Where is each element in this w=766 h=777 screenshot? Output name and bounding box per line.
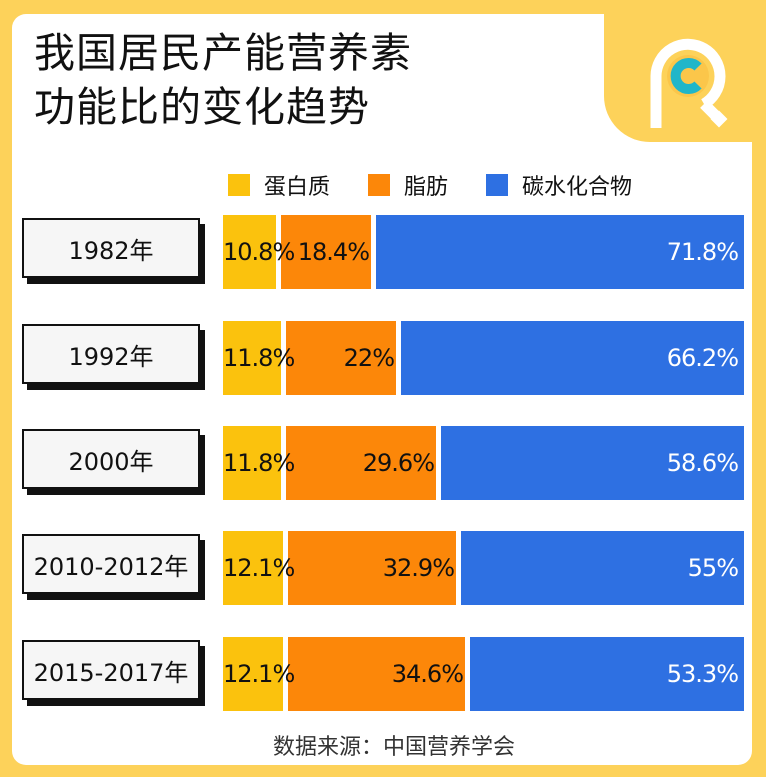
chart-row-2010-2012: 2010-2012年 12.1% 32.9% 55% (0, 531, 766, 605)
chart-row-1992: 1992年 11.8% 22% 66.2% (0, 321, 766, 395)
chart-row-2000: 2000年 11.8% 29.6% 58.6% (0, 426, 766, 500)
title-line-2: 功能比的变化趋势 (34, 83, 370, 131)
fat-swatch-icon (368, 174, 391, 196)
legend-label: 脂肪 (404, 175, 449, 200)
bar-segment-protein: 11.8% (223, 321, 295, 395)
year-label: 1982年 (22, 218, 200, 278)
legend-item-carb: 碳水化合物 (486, 169, 632, 201)
bar-segment-protein: 12.1% (223, 637, 295, 711)
stacked-bar: 10.8% 18.4% 71.8% (223, 215, 744, 289)
stacked-bar: 12.1% 34.6% 53.3% (223, 637, 744, 711)
carb-swatch-icon (486, 174, 509, 196)
stacked-bar: 11.8% 22% 66.2% (223, 321, 744, 395)
bar-segment-protein: 11.8% (223, 426, 295, 500)
year-label: 2010-2012年 (22, 534, 200, 594)
bar-segment-fat: 34.6% (288, 637, 465, 711)
bar-segment-fat: 32.9% (288, 531, 456, 605)
stacked-bar: 12.1% 32.9% 55% (223, 531, 744, 605)
title-line-1: 我国居民产能营养素 (34, 29, 412, 77)
bar-segment-carb: 55% (461, 531, 744, 605)
bar-segment-fat: 18.4% (281, 215, 371, 289)
bar-segment-protein: 10.8% (223, 215, 295, 289)
bar-segment-carb: 58.6% (441, 426, 744, 500)
chart-row-2015-2017: 2015-2017年 12.1% 34.6% 53.3% (0, 637, 766, 711)
legend-label: 蛋白质 (264, 175, 331, 200)
protein-swatch-icon (228, 174, 250, 196)
year-label: 1992年 (22, 324, 200, 384)
bar-segment-carb: 66.2% (401, 321, 744, 395)
year-label: 2015-2017年 (22, 640, 200, 700)
legend: 蛋白质 脂肪 碳水化合物 (228, 168, 670, 202)
stacked-bar: 11.8% 29.6% 58.6% (223, 426, 744, 500)
bar-segment-carb: 71.8% (376, 215, 744, 289)
bar-segment-fat: 29.6% (286, 426, 436, 500)
legend-item-protein: 蛋白质 (228, 169, 330, 201)
bar-segment-fat: 22% (286, 321, 396, 395)
pc-magnifier-logo-icon (650, 38, 728, 128)
legend-label: 碳水化合物 (522, 175, 633, 200)
bar-segment-carb: 53.3% (470, 637, 744, 711)
chart-title: 我国居民产能营养素 功能比的变化趋势 (34, 26, 412, 134)
legend-item-fat: 脂肪 (368, 169, 448, 201)
chart-row-1982: 1982年 10.8% 18.4% 71.8% (0, 215, 766, 289)
bar-segment-protein: 12.1% (223, 531, 295, 605)
data-source-note: 数据来源：中国营养学会 (272, 735, 515, 760)
year-label: 2000年 (22, 429, 200, 489)
